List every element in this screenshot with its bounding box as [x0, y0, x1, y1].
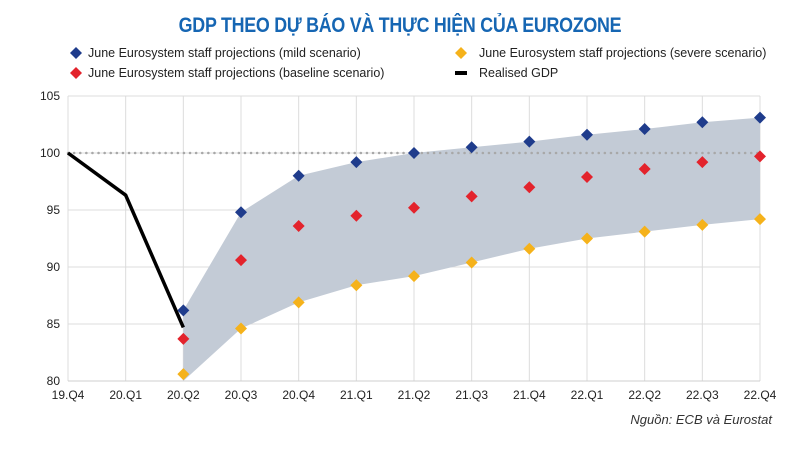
data-point [465, 141, 478, 154]
y-tick-label: 100 [40, 146, 60, 160]
data-point [523, 181, 536, 194]
data-point [235, 206, 247, 219]
data-point [638, 123, 651, 136]
legend-item-realised: Realised GDP [455, 66, 558, 80]
data-point [177, 332, 190, 345]
x-tick-label: 20.Q2 [167, 388, 200, 402]
data-point [350, 156, 363, 169]
data-point [177, 368, 190, 381]
y-tick-label: 80 [47, 374, 61, 388]
data-point [523, 242, 536, 255]
x-tick-label: 21.Q3 [455, 388, 488, 402]
legend-label: Realised GDP [479, 66, 559, 80]
legend-item-mild: June Eurosystem staff projections (mild … [70, 46, 361, 60]
data-point [177, 304, 190, 317]
data-point [581, 128, 593, 141]
data-point [292, 219, 305, 232]
data-point [350, 279, 363, 292]
x-tick-label: 19.Q4 [52, 388, 85, 402]
data-point [235, 254, 247, 267]
x-tick-label: 20.Q3 [225, 388, 258, 402]
data-point [696, 156, 709, 169]
data-point [696, 218, 709, 231]
x-tick-label: 20.Q4 [282, 388, 315, 402]
data-point [638, 162, 651, 175]
data-point [408, 270, 420, 283]
data-point [696, 116, 709, 129]
data-point [465, 256, 478, 269]
diamond-icon [70, 67, 82, 79]
data-point [350, 209, 363, 222]
data-point [235, 322, 247, 335]
y-tick-label: 95 [47, 203, 61, 217]
x-tick-label: 22.Q1 [571, 388, 604, 402]
x-tick-label: 21.Q2 [398, 388, 431, 402]
line-icon [455, 71, 467, 75]
legend-label: June Eurosystem staff projections (basel… [88, 66, 385, 80]
y-tick-label: 105 [40, 89, 60, 103]
legend-label: June Eurosystem staff projections (mild … [88, 46, 361, 60]
x-tick-label: 22.Q2 [628, 388, 661, 402]
legend-item-baseline: June Eurosystem staff projections (basel… [70, 66, 384, 80]
data-point [292, 169, 305, 182]
source-note: Nguồn: ECB và Eurostat [630, 412, 772, 427]
data-point [292, 296, 305, 309]
data-point [754, 111, 766, 124]
data-point [581, 232, 593, 245]
data-point [408, 201, 420, 214]
legend-label: June Eurosystem staff projections (sever… [479, 46, 767, 60]
data-point [754, 150, 766, 163]
data-point [754, 213, 766, 226]
data-point [638, 225, 651, 238]
x-tick-label: 22.Q4 [744, 388, 777, 402]
legend-item-severe: June Eurosystem staff projections (sever… [455, 46, 766, 60]
y-tick-label: 85 [47, 317, 61, 331]
diamond-icon [70, 47, 82, 59]
scenario-range-band [183, 117, 761, 381]
x-tick-label: 22.Q3 [686, 388, 719, 402]
data-point [408, 147, 420, 159]
realised-gdp-line [66, 151, 185, 329]
data-point [465, 190, 478, 203]
diamond-icon [455, 47, 467, 59]
y-tick-label: 90 [47, 260, 61, 274]
data-point [581, 170, 593, 183]
data-point [523, 135, 536, 148]
chart-title: GDP THEO DỰ BÁO VÀ THỰC HIỆN CỦA EUROZON… [178, 14, 622, 37]
x-tick-label: 21.Q1 [340, 388, 373, 402]
x-tick-label: 20.Q1 [109, 388, 142, 402]
x-tick-label: 21.Q4 [513, 388, 546, 402]
